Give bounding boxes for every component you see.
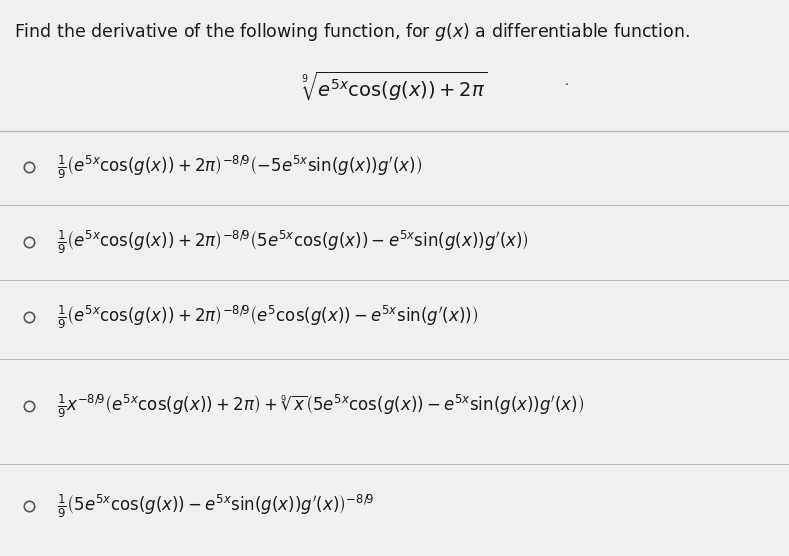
Text: $\frac{1}{9}\left(e^{5x}\cos(g(x))+2\pi\right)^{-8/9}\left(5e^{5x}\cos(g(x))-e^{: $\frac{1}{9}\left(e^{5x}\cos(g(x))+2\pi\…	[57, 228, 529, 256]
Text: $\frac{1}{9}\left(5e^{5x}\cos(g(x))-e^{5x}\sin(g(x))g'(x)\right)^{-8/9}$: $\frac{1}{9}\left(5e^{5x}\cos(g(x))-e^{5…	[57, 492, 374, 520]
Text: $\sqrt[9]{e^{5x}\cos(g(x))+2\pi}$: $\sqrt[9]{e^{5x}\cos(g(x))+2\pi}$	[301, 70, 488, 103]
Text: $\cdot$: $\cdot$	[564, 77, 569, 90]
Text: Find the derivative of the following function, for $g(x)$ a differentiable funct: Find the derivative of the following fun…	[14, 21, 690, 43]
Text: $\frac{1}{9}x^{-8/9}\left(e^{5x}\cos(g(x))+2\pi\right)+\sqrt[9]{x}\left(5e^{5x}\: $\frac{1}{9}x^{-8/9}\left(e^{5x}\cos(g(x…	[57, 392, 584, 420]
Text: $\frac{1}{9}\left(e^{5x}\cos(g(x))+2\pi\right)^{-8/9}\left(e^{5}\cos(g(x))-e^{5x: $\frac{1}{9}\left(e^{5x}\cos(g(x))+2\pi\…	[57, 303, 478, 331]
Text: $\frac{1}{9}\left(e^{5x}\cos(g(x))+2\pi\right)^{-8/9}\left(-5e^{5x}\sin(g(x))g'(: $\frac{1}{9}\left(e^{5x}\cos(g(x))+2\pi\…	[57, 153, 422, 181]
